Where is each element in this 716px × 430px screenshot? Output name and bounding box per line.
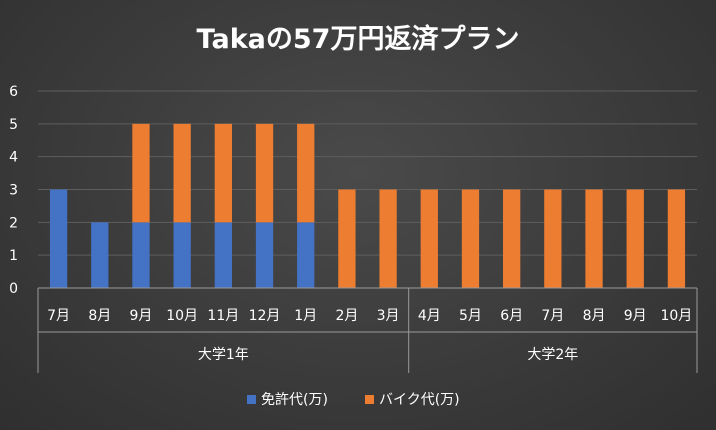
- x-tick-label: 10月: [660, 308, 692, 324]
- bar-bike: [626, 189, 644, 288]
- bar-license: [297, 222, 315, 288]
- y-tick-label: 1: [9, 248, 18, 264]
- chart-title: Takaの57万円返済プラン: [197, 23, 520, 55]
- y-tick-label: 0: [9, 281, 18, 297]
- group-label: 大学2年: [527, 347, 578, 363]
- y-tick-label: 3: [9, 183, 18, 199]
- legend-swatch: [247, 395, 256, 404]
- x-tick-label: 6月: [500, 308, 523, 324]
- x-tick-label: 2月: [335, 308, 358, 324]
- bar-license: [132, 222, 150, 288]
- bar-license: [214, 222, 232, 288]
- x-tick-label: 8月: [88, 308, 111, 324]
- bar-bike: [420, 189, 438, 288]
- x-tick-label: 8月: [583, 308, 606, 324]
- legend: 免許代(万) バイク代(万): [247, 392, 460, 408]
- x-tick-label: 9月: [624, 308, 647, 324]
- x-tick-label: 5月: [459, 308, 482, 324]
- x-tick-label: 9月: [130, 308, 153, 324]
- bar-bike: [297, 123, 315, 223]
- y-tick-label: 5: [9, 117, 18, 133]
- bar-license: [49, 189, 68, 288]
- y-axis-ticks: 0 1 2 3 4 5 6: [9, 84, 18, 297]
- y-tick-label: 4: [9, 150, 18, 166]
- bar-bike: [461, 189, 480, 288]
- bar-license: [91, 222, 109, 288]
- y-tick-label: 2: [9, 215, 18, 231]
- x-tick-label: 3月: [377, 308, 400, 324]
- bar-bike: [585, 189, 603, 288]
- y-tick-label: 6: [9, 84, 18, 100]
- bar-bike: [667, 189, 686, 288]
- bar-bike: [379, 189, 397, 288]
- bar-bike: [338, 189, 356, 288]
- bar-license: [255, 222, 274, 288]
- bar-bike: [214, 123, 232, 223]
- bar-bike: [544, 189, 562, 288]
- bars: [49, 123, 686, 288]
- bar-license: [173, 222, 191, 288]
- legend-label: 免許代(万): [261, 392, 328, 408]
- bar-bike: [255, 123, 274, 223]
- bar-bike: [173, 123, 191, 223]
- bar-bike: [132, 123, 150, 223]
- legend-label: バイク代(万): [379, 392, 460, 408]
- x-tick-label: 12月: [249, 308, 281, 324]
- x-axis: 7月 8月 9月 10月 11月 12月 1月 2月 3月 4月 5月 6月 7月 8月 9月 10月大学1年…: [37, 287, 698, 373]
- x-tick-label: 7月: [541, 308, 564, 324]
- bar-bike: [503, 189, 521, 288]
- x-tick-label: 11月: [207, 308, 239, 324]
- x-tick-label: 1月: [294, 308, 317, 324]
- group-label: 大学1年: [198, 347, 249, 363]
- x-tick-label: 4月: [418, 308, 441, 324]
- legend-swatch: [365, 395, 374, 404]
- x-tick-label: 10月: [166, 308, 198, 324]
- x-tick-label: 7月: [47, 308, 70, 324]
